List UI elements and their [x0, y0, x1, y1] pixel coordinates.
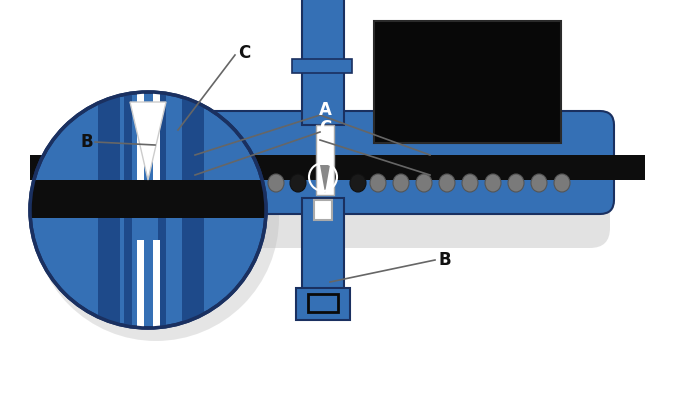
Text: C: C	[238, 44, 250, 62]
Ellipse shape	[153, 174, 169, 192]
Bar	[137, 240, 144, 328]
Bar	[302, 198, 344, 290]
Bar	[314, 200, 332, 220]
Text: A: A	[319, 101, 331, 119]
Ellipse shape	[107, 174, 123, 192]
Text: B: B	[80, 133, 92, 151]
Bar	[182, 92, 204, 328]
Text: B: B	[438, 251, 451, 269]
Ellipse shape	[268, 174, 284, 192]
Ellipse shape	[416, 174, 432, 192]
Ellipse shape	[199, 174, 215, 192]
Bar	[98, 92, 120, 328]
Ellipse shape	[439, 174, 455, 192]
FancyBboxPatch shape	[86, 111, 614, 214]
Bar	[158, 92, 166, 328]
Bar	[316, 125, 334, 195]
Text: C: C	[319, 119, 331, 137]
Bar	[30, 155, 645, 180]
Bar	[153, 240, 160, 328]
Ellipse shape	[290, 174, 306, 192]
Ellipse shape	[370, 174, 386, 192]
FancyBboxPatch shape	[90, 113, 610, 248]
Bar	[30, 180, 266, 218]
Ellipse shape	[130, 174, 146, 192]
Ellipse shape	[393, 174, 409, 192]
Bar	[308, 294, 338, 312]
Bar	[137, 92, 144, 180]
Ellipse shape	[508, 174, 524, 192]
FancyBboxPatch shape	[374, 21, 561, 143]
Circle shape	[33, 95, 279, 341]
Ellipse shape	[554, 174, 570, 192]
Bar	[124, 92, 132, 328]
Ellipse shape	[222, 174, 238, 192]
Bar	[296, 288, 350, 320]
Polygon shape	[130, 102, 166, 180]
Ellipse shape	[245, 174, 261, 192]
Polygon shape	[320, 165, 330, 193]
Bar	[153, 92, 160, 180]
Bar	[292, 59, 352, 73]
Ellipse shape	[350, 174, 366, 192]
Circle shape	[30, 92, 266, 328]
Ellipse shape	[485, 174, 501, 192]
Ellipse shape	[462, 174, 478, 192]
Ellipse shape	[176, 174, 192, 192]
Bar	[302, 0, 344, 125]
Ellipse shape	[531, 174, 547, 192]
